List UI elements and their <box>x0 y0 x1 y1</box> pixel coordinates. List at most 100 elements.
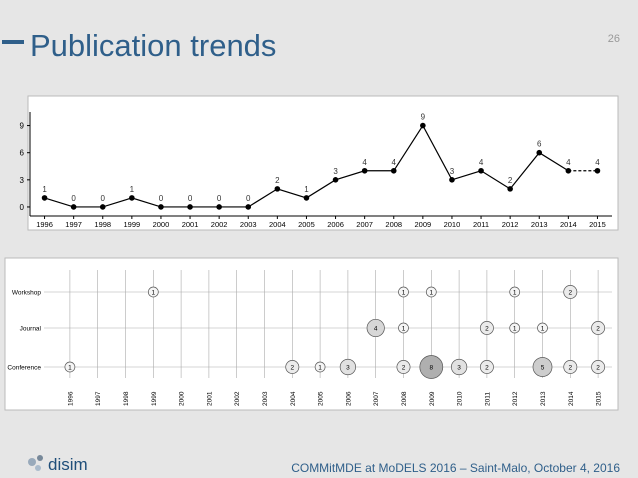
bubble-label: 1 <box>318 364 322 371</box>
logo-dot <box>35 465 41 471</box>
y-tick-label: 6 <box>20 149 25 158</box>
bubble <box>64 361 76 373</box>
logo-dot <box>37 455 43 461</box>
bubble <box>509 286 521 298</box>
data-label: 4 <box>362 158 367 167</box>
point <box>478 167 484 174</box>
bubble-label: 2 <box>402 364 406 371</box>
bubble-label: 2 <box>485 325 489 332</box>
logo-text: disim <box>48 455 88 474</box>
title: Publication trends <box>30 28 276 63</box>
bubble-label: 1 <box>513 289 517 296</box>
bubble-label: 1 <box>151 289 155 296</box>
bubble-label: 8 <box>429 364 433 371</box>
x-tick-label: 2002 <box>211 220 228 229</box>
x-tick-label: 2010 <box>457 391 464 406</box>
bubble-label: 2 <box>596 325 600 332</box>
point <box>158 204 164 210</box>
data-label: 4 <box>566 158 571 167</box>
x-tick-label: 1999 <box>124 220 141 229</box>
point <box>449 177 455 183</box>
point <box>129 195 135 201</box>
x-tick-label: 2014 <box>560 220 577 229</box>
bubble <box>563 360 578 374</box>
x-tick-label: 2011 <box>484 392 491 406</box>
row-label: Workshop <box>12 290 42 297</box>
bubble <box>419 355 444 379</box>
bubble <box>509 322 521 334</box>
x-tick-label: 2011 <box>473 220 489 229</box>
bubble <box>398 286 409 298</box>
bubble-label: 2 <box>596 364 600 371</box>
bubble <box>479 321 494 335</box>
bubble <box>366 318 385 338</box>
bubble <box>398 322 409 334</box>
x-tick-label: 1998 <box>123 391 130 406</box>
footer-text: COMMitMDE at MoDELS 2016 – Saint-Malo, O… <box>291 461 620 475</box>
bubble <box>563 285 578 299</box>
data-label: 3 <box>450 167 455 176</box>
point <box>565 167 572 174</box>
x-tick-label: 1998 <box>94 220 111 229</box>
bubble-label: 3 <box>457 364 461 371</box>
x-tick-label: 2000 <box>179 391 186 406</box>
x-tick-label: 2005 <box>318 391 325 406</box>
bubble-label: 3 <box>346 364 350 371</box>
y-tick-label: 9 <box>20 122 25 131</box>
data-label: 4 <box>595 158 600 167</box>
bubble <box>425 286 437 298</box>
logo: disim <box>28 455 88 474</box>
bubble <box>285 360 300 374</box>
data-label: 2 <box>508 176 513 185</box>
point <box>420 122 426 129</box>
point <box>536 149 543 156</box>
x-tick-label: 2003 <box>262 391 269 406</box>
data-label: 2 <box>275 176 280 185</box>
x-tick-label: 2004 <box>269 220 286 229</box>
x-tick-label: 1999 <box>151 391 158 406</box>
point <box>245 204 252 210</box>
data-label: 1 <box>42 185 47 194</box>
bubble <box>591 321 606 335</box>
point <box>332 177 339 183</box>
panel <box>4 257 619 411</box>
x-tick-label: 2008 <box>385 220 402 229</box>
bubble-label: 5 <box>541 364 545 371</box>
data-label: 6 <box>537 140 542 149</box>
data-label: 0 <box>159 194 164 203</box>
y-tick-label: 3 <box>20 176 25 185</box>
bubble <box>339 358 357 376</box>
point <box>390 167 397 174</box>
x-tick-label: 2015 <box>589 220 606 229</box>
x-tick-label: 2008 <box>401 391 408 406</box>
bubble <box>450 358 468 376</box>
point <box>507 186 513 192</box>
data-label: 4 <box>392 158 397 167</box>
logo-dot <box>28 458 36 466</box>
bubble-label: 1 <box>402 325 406 332</box>
x-tick-label: 2006 <box>345 391 352 406</box>
bubble-label: 4 <box>374 325 378 332</box>
data-label: 0 <box>101 194 106 203</box>
bubble <box>479 360 494 374</box>
data-label: 1 <box>304 185 309 194</box>
bubble <box>314 361 326 373</box>
bubble <box>591 360 606 374</box>
point <box>70 204 77 210</box>
page-number: 26 <box>608 33 620 45</box>
x-tick-label: 2012 <box>502 220 519 229</box>
x-tick-label: 2004 <box>290 391 297 406</box>
x-tick-label: 1996 <box>67 391 74 406</box>
x-tick-label: 2003 <box>240 220 257 229</box>
row-label: Conference <box>7 365 41 372</box>
data-label: 0 <box>188 194 193 203</box>
point <box>187 204 193 210</box>
point <box>594 167 601 174</box>
data-label: 0 <box>246 194 251 203</box>
x-tick-label: 2002 <box>234 391 241 406</box>
x-tick-label: 2015 <box>596 391 603 406</box>
bubble-label: 1 <box>402 289 406 296</box>
bubble <box>537 322 548 334</box>
